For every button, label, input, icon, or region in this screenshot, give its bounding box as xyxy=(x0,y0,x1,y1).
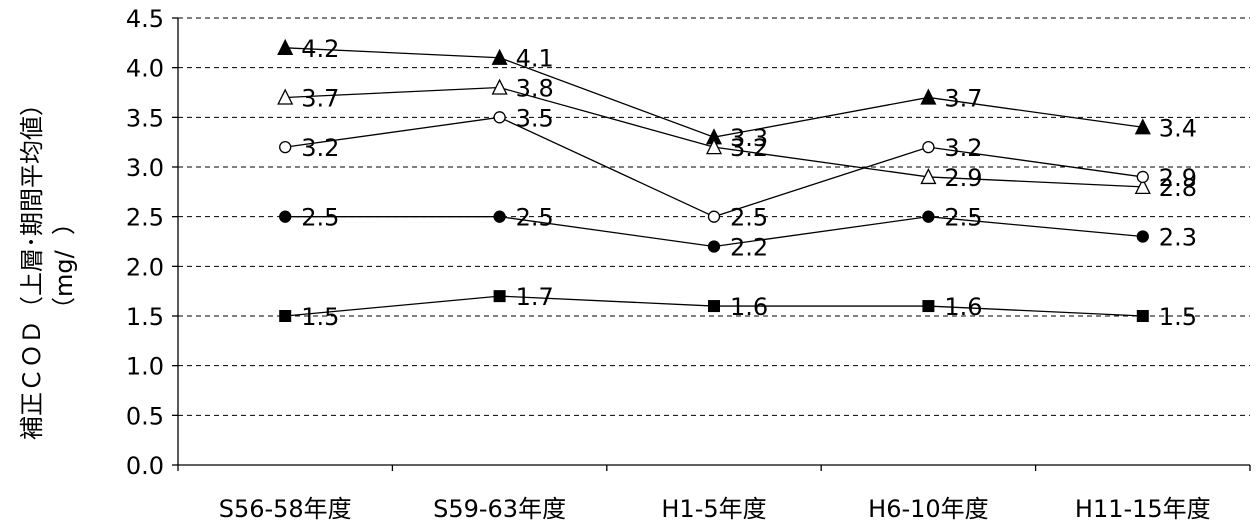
data-label: 2.9 xyxy=(944,164,982,192)
data-point-marker xyxy=(277,88,294,105)
data-label: 3.2 xyxy=(730,134,768,162)
data-point-marker xyxy=(491,78,508,95)
data-point-marker xyxy=(707,240,721,253)
y-tick-label: 2.5 xyxy=(126,204,164,232)
data-label: 3.2 xyxy=(944,134,982,162)
y-tick-label: 1.0 xyxy=(126,353,164,381)
data-label: 3.7 xyxy=(944,84,982,112)
data-label: 2.5 xyxy=(730,204,768,232)
series-triangle-open: 3.7 3.83.22.9 2.8 xyxy=(277,75,1197,202)
data-point-marker xyxy=(493,210,506,223)
data-point-marker xyxy=(1136,310,1149,322)
data-label: 1.5 xyxy=(1159,303,1197,331)
data-point-marker xyxy=(1134,177,1151,195)
data-label: 2.5 xyxy=(516,204,554,232)
y-tick-label: 0.0 xyxy=(126,452,164,480)
data-point-marker xyxy=(707,210,721,223)
data-point-marker xyxy=(279,140,292,154)
y-tick-label: 3.0 xyxy=(126,154,164,182)
y-axis-title-line2: （mg/ ） xyxy=(50,211,78,321)
y-axis-title-line1: 補正ＣＯＤ（上層･期間平均値） xyxy=(18,92,46,440)
axes xyxy=(172,17,1251,471)
data-point-marker xyxy=(922,210,935,223)
series-circle-open: 3.23.52.53.22.9 xyxy=(279,104,1197,232)
data-point-marker xyxy=(491,48,508,65)
data-label: 1.6 xyxy=(730,293,768,321)
data-point-marker xyxy=(705,138,723,155)
y-tick-label: 3.5 xyxy=(126,104,164,132)
data-label: 4.1 xyxy=(516,45,554,73)
x-tick-label: S56-58年度 xyxy=(219,495,352,523)
data-point-marker xyxy=(1136,170,1149,184)
data-point-marker xyxy=(1134,118,1151,135)
data-label: 2.3 xyxy=(1159,224,1197,252)
data-label: 3.3 xyxy=(730,124,768,152)
x-tick-labels: S56-58年度 S59-63年度 H1-5年度 H6-10年度 H11-15年度 xyxy=(219,495,1211,523)
x-tick-label: H11-15年度 xyxy=(1075,495,1211,523)
y-tick-label: 2.0 xyxy=(126,253,164,281)
y-tick-label: 4.0 xyxy=(126,55,164,83)
data-point-marker xyxy=(493,111,506,124)
data-label: 3.8 xyxy=(516,75,554,103)
data-point-marker xyxy=(708,300,720,313)
data-point-marker xyxy=(1136,230,1149,243)
data-label: 2.5 xyxy=(301,204,339,232)
x-tick-label: S59-63年度 xyxy=(433,495,566,523)
data-point-marker xyxy=(922,140,935,154)
series-line xyxy=(285,47,1143,138)
data-point-marker xyxy=(277,38,294,55)
data-point-marker xyxy=(279,310,292,322)
series-square-filled: 1.5 1.7 1.6 1.6 1.5 xyxy=(279,283,1197,331)
data-label: 2.5 xyxy=(944,204,982,232)
data-label: 1.6 xyxy=(944,293,982,321)
y-tick-labels: 0.0 0.5 1.0 1.5 2.0 2.5 3.0 3.5 4.0 4.5 xyxy=(126,5,164,480)
data-point-marker xyxy=(279,210,292,223)
data-point-marker xyxy=(922,300,935,313)
x-tick-label: H6-10年度 xyxy=(868,495,989,523)
x-tick-label: H1-5年度 xyxy=(661,495,766,523)
data-point-marker xyxy=(493,290,506,303)
data-label: 3.7 xyxy=(301,84,339,112)
y-tick-label: 4.5 xyxy=(126,5,164,33)
data-label: 2.9 xyxy=(1159,164,1197,192)
data-label: 1.5 xyxy=(301,303,339,331)
data-label: 2.8 xyxy=(1159,174,1197,202)
series-circle-filled: 2.5 2.52.22.52.3 xyxy=(279,204,1197,261)
data-label: 2.2 xyxy=(730,233,768,261)
series-group: 4.2 4.13.33.73.43.7 3.83.22.9 2.83.23.52.53… xyxy=(277,35,1197,331)
data-point-marker xyxy=(920,167,937,185)
series-triangle-filled: 4.2 4.1 3.3 3.7 3.4 xyxy=(277,35,1197,152)
data-label: 4.2 xyxy=(301,35,339,63)
data-label: 3.2 xyxy=(301,134,339,162)
y-axis-title: 補正ＣＯＤ（上層･期間平均値） （mg/ ） xyxy=(18,92,78,440)
data-label: 3.4 xyxy=(1159,114,1197,142)
data-label: 3.5 xyxy=(516,104,554,132)
data-point-marker xyxy=(920,88,937,105)
data-label: 1.7 xyxy=(516,283,554,311)
y-tick-label: 1.5 xyxy=(126,303,164,331)
y-tick-label: 0.5 xyxy=(126,402,164,430)
